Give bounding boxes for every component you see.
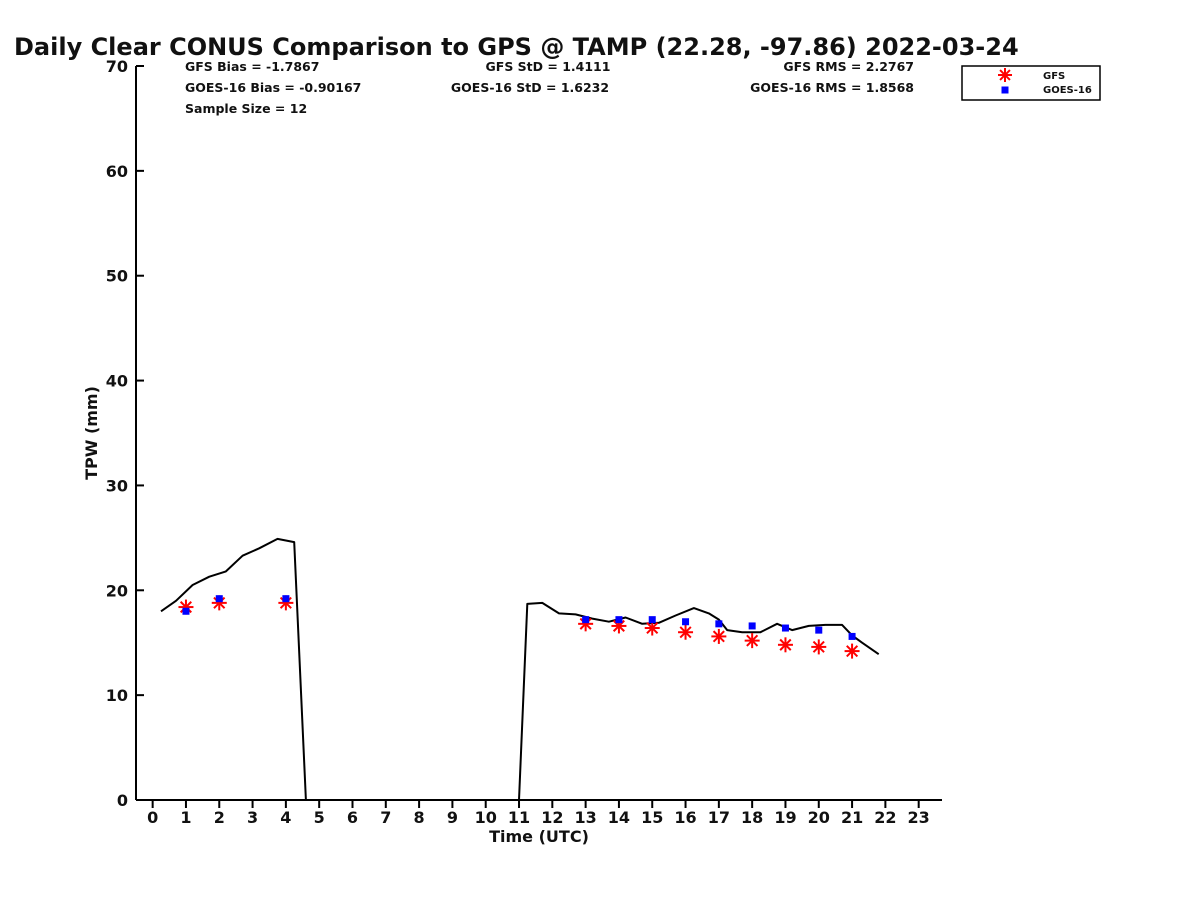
stat-goes-std: GOES-16 StD = 1.6232 — [451, 80, 609, 95]
y-ticks: 0 10 20 30 40 50 60 70 — [106, 57, 144, 810]
x-tick-label: 1 — [180, 808, 191, 827]
goes16-point — [715, 620, 723, 628]
legend-goes-marker — [1001, 86, 1009, 94]
legend: GFS GOES-16 — [961, 65, 1101, 101]
x-tick-label: 8 — [414, 808, 425, 827]
x-tick-label: 19 — [774, 808, 796, 827]
stat-gfs-bias: GFS Bias = -1.7867 — [185, 59, 319, 74]
y-tick-label: 30 — [106, 476, 128, 495]
x-tick-label: 17 — [708, 808, 730, 827]
x-tick-label: 5 — [314, 808, 325, 827]
y-tick-label: 40 — [106, 372, 128, 391]
gfs-point — [278, 595, 294, 611]
x-tick-label: 14 — [608, 808, 630, 827]
x-tick-label: 11 — [508, 808, 530, 827]
goes16-point — [781, 624, 789, 632]
legend-gfs-label: GFS — [1043, 71, 1065, 82]
series-layer — [160, 537, 880, 801]
x-tick-label: 15 — [641, 808, 663, 827]
goes16-point — [648, 616, 656, 624]
stat-gfs-std: GFS StD = 1.4111 — [486, 59, 611, 74]
x-tick-label: 23 — [908, 808, 930, 827]
legend-goes-square — [1001, 86, 1009, 94]
x-tick-label: 12 — [541, 808, 563, 827]
x-tick-label: 3 — [247, 808, 258, 827]
goes16-point — [848, 632, 856, 640]
x-tick-label: 4 — [280, 808, 291, 827]
goes16-point — [215, 595, 223, 603]
goes16-point — [182, 607, 190, 615]
x-tick-label: 10 — [475, 808, 497, 827]
legend-box — [961, 65, 1101, 101]
goes16-point — [615, 616, 623, 624]
gfs-point — [844, 643, 860, 659]
y-tick-label: 20 — [106, 581, 128, 600]
x-tick-label: 6 — [347, 808, 358, 827]
x-tick-label: 2 — [214, 808, 225, 827]
y-tick-label: 10 — [106, 686, 128, 705]
stat-gfs-rms: GFS RMS = 2.2767 — [783, 59, 914, 74]
x-axis-label: Time (UTC) — [489, 827, 589, 846]
goes16-point — [815, 626, 823, 634]
stats-block: GFS Bias = -1.7867 GOES-16 Bias = -0.901… — [185, 59, 914, 116]
x-ticks: 0 1 2 3 4 5 6 7 8 9 10 11 12 13 14 15 16 17 18 19 20 21 22 23 — [147, 800, 930, 827]
legend-gfs-marker — [998, 68, 1012, 82]
x-tick-label: 9 — [447, 808, 458, 827]
x-tick-label: 20 — [808, 808, 830, 827]
gfs-point — [744, 633, 760, 649]
x-tick-label: 16 — [674, 808, 696, 827]
x-tick-label: 0 — [147, 808, 158, 827]
axes — [135, 66, 942, 801]
x-tick-label: 13 — [574, 808, 596, 827]
y-tick-label: 60 — [106, 162, 128, 181]
x-tick-label: 21 — [841, 808, 863, 827]
x-tick-label: 22 — [874, 808, 896, 827]
y-tick-label: 50 — [106, 267, 128, 286]
y-tick-label: 0 — [117, 791, 128, 810]
goes16-point — [282, 595, 290, 603]
gfs-point — [678, 624, 694, 640]
chart-title: Daily Clear CONUS Comparison to GPS @ TA… — [14, 33, 1019, 61]
goes16-point — [582, 616, 590, 624]
legend-goes-label: GOES-16 — [1043, 85, 1092, 96]
legend-gfs-asterisk — [998, 68, 1012, 82]
y-axis-label: TPW (mm) — [82, 386, 101, 480]
gfs-point — [777, 637, 793, 653]
gfs-point — [811, 639, 827, 655]
gfs-point — [711, 628, 727, 644]
y-tick-label: 70 — [106, 57, 128, 76]
stat-sample-size: Sample Size = 12 — [185, 101, 307, 116]
stat-goes-rms: GOES-16 RMS = 1.8568 — [750, 80, 914, 95]
goes16-point — [682, 618, 690, 626]
stat-goes-bias: GOES-16 Bias = -0.90167 — [185, 80, 361, 95]
goes16-point — [748, 622, 756, 630]
gps-line — [160, 537, 880, 801]
x-tick-label: 18 — [741, 808, 763, 827]
x-tick-label: 7 — [380, 808, 391, 827]
